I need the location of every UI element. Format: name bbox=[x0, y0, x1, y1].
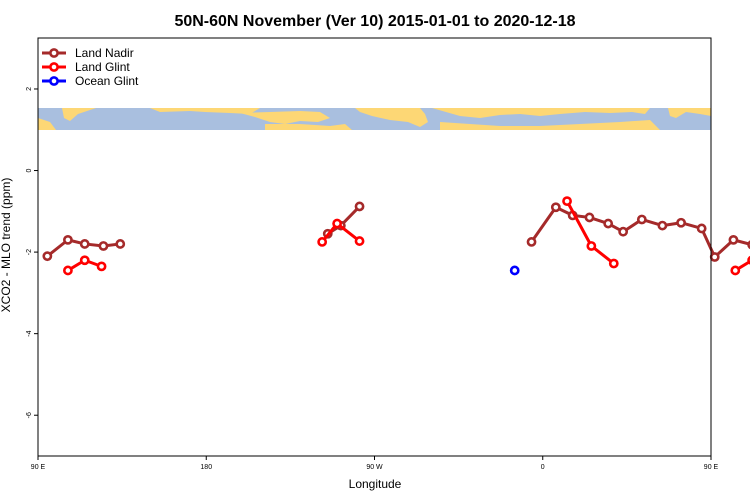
land-mass bbox=[432, 108, 650, 118]
land-mass bbox=[38, 118, 56, 130]
land-nadir-point bbox=[657, 220, 668, 231]
y-axis-label: XCO2 - MLO trend (ppm) bbox=[0, 178, 13, 313]
land-mass bbox=[355, 108, 428, 127]
land-glint-point bbox=[79, 255, 90, 266]
land-glint-line bbox=[565, 200, 615, 265]
land-nadir-point bbox=[636, 214, 647, 225]
land-nadir-point bbox=[354, 201, 365, 212]
land-nadir-point bbox=[98, 241, 109, 251]
x-tick-label: 90 W bbox=[366, 464, 383, 471]
legend-label-ocean-glint: Ocean Glint bbox=[75, 74, 139, 88]
land-nadir-point bbox=[526, 237, 537, 247]
x-tick-label: 90 E bbox=[704, 464, 719, 471]
land-nadir-point bbox=[618, 226, 629, 237]
land-mass bbox=[440, 120, 660, 130]
map-strip-land bbox=[38, 108, 711, 130]
land-nadir-point bbox=[42, 251, 53, 262]
ocean-glint-point bbox=[509, 265, 520, 276]
legend-marker-ocean-glint bbox=[49, 76, 59, 86]
legend-label-land-nadir: Land Nadir bbox=[75, 46, 134, 60]
plot-frame bbox=[37, 37, 712, 457]
land-glint-point bbox=[608, 258, 619, 269]
series-land-nadir bbox=[42, 201, 750, 262]
land-nadir-point bbox=[603, 218, 614, 229]
land-mass bbox=[38, 108, 96, 121]
x-tick-label: 180 bbox=[200, 464, 212, 471]
land-mass bbox=[240, 111, 330, 124]
y-tick-label: -4 bbox=[26, 330, 33, 336]
legend-label-land-glint: Land Glint bbox=[75, 60, 130, 74]
y-tick-label: 2 bbox=[26, 87, 33, 91]
land-nadir-point bbox=[550, 202, 561, 213]
data-layer bbox=[42, 196, 750, 276]
land-glint-point bbox=[332, 218, 343, 229]
land-glint-point bbox=[63, 265, 73, 276]
legend-marker-land-glint bbox=[49, 62, 59, 72]
land-mass bbox=[668, 108, 711, 118]
x-tick-label: 90 E bbox=[31, 464, 46, 471]
land-nadir-point bbox=[584, 212, 595, 223]
land-nadir-point bbox=[79, 239, 90, 249]
land-nadir-point bbox=[728, 234, 739, 245]
y-tick-label: -2 bbox=[26, 249, 33, 255]
land-glint-point bbox=[586, 241, 597, 251]
x-tick-label: 0 bbox=[541, 464, 545, 471]
land-glint-point bbox=[562, 196, 572, 207]
land-mass bbox=[265, 124, 352, 130]
land-glint-point bbox=[317, 237, 328, 247]
land-glint-point bbox=[96, 261, 107, 272]
y-tick-label: -6 bbox=[26, 412, 33, 418]
x-axis-label: Longitude bbox=[349, 477, 402, 491]
land-nadir-point bbox=[696, 223, 707, 234]
land-glint-point bbox=[730, 265, 741, 276]
land-nadir-point bbox=[63, 234, 73, 245]
land-mass bbox=[150, 108, 260, 114]
series-land-glint bbox=[63, 196, 750, 276]
land-nadir-point bbox=[115, 239, 126, 249]
y-tick-label: 0 bbox=[26, 168, 33, 172]
land-nadir-point bbox=[676, 217, 686, 228]
y-axis: XCO2 - MLO trend (ppm) 2 0 -2 -4 -6 bbox=[0, 87, 38, 418]
legend-marker-land-nadir bbox=[49, 48, 59, 58]
land-glint-point bbox=[354, 236, 365, 246]
series-ocean-glint bbox=[509, 265, 520, 276]
land-nadir-point bbox=[709, 252, 720, 262]
map-strip bbox=[38, 108, 711, 130]
land-glint-line bbox=[734, 259, 750, 272]
chart-title: 50N-60N November (Ver 10) 2015-01-01 to … bbox=[174, 13, 575, 30]
